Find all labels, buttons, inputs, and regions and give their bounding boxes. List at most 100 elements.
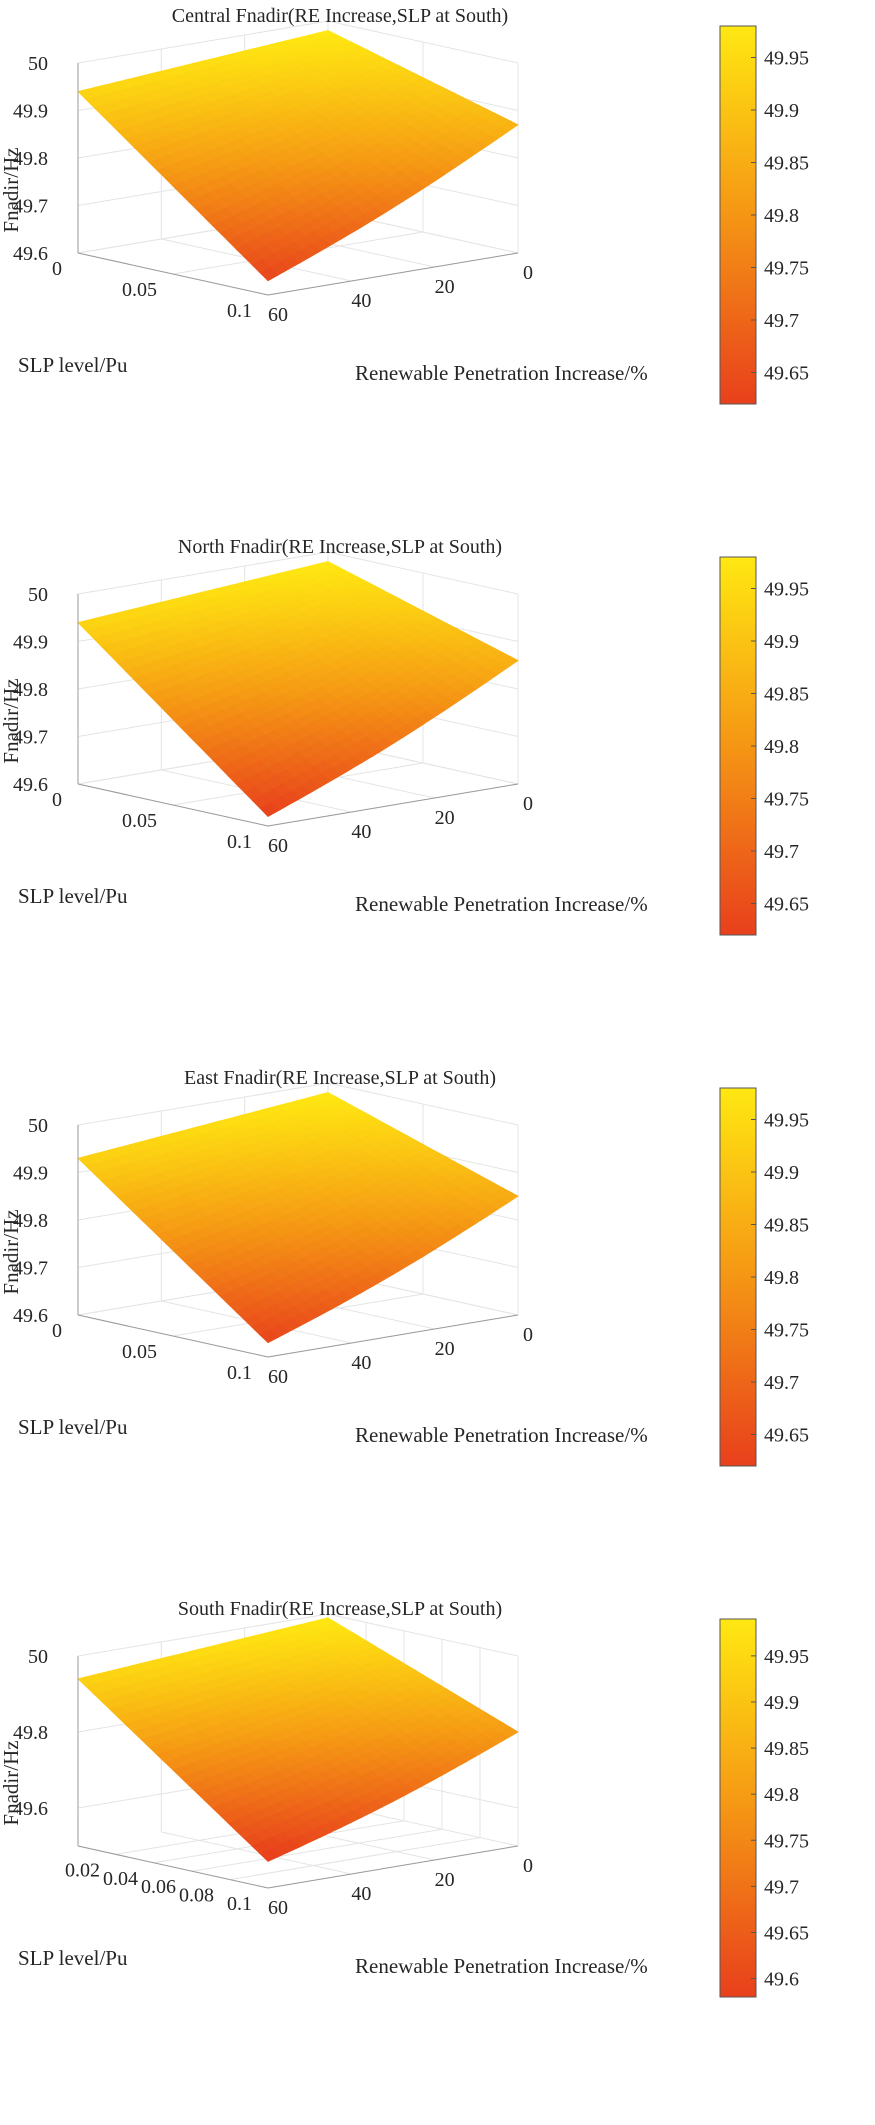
y-tick-label: 0.02 <box>65 1859 100 1881</box>
y-axis-label: SLP level/Pu <box>18 1415 128 1439</box>
y-tick-label: 0 <box>52 1320 62 1342</box>
grid-line <box>229 1837 481 1881</box>
x-tick-label: 20 <box>435 807 455 829</box>
colorbar-tick-label: 49.95 <box>764 579 809 601</box>
y-axis-line <box>77 1845 269 1889</box>
colorbar-frame <box>719 1618 757 1998</box>
colorbar-tick-label: 49.75 <box>764 1320 809 1342</box>
z-tick-label: 49.7 <box>13 1258 48 1280</box>
colorbar-tick-label: 49.75 <box>764 1830 809 1852</box>
x-axis-label: Renewable Penetration Increase/% <box>355 1423 648 1447</box>
x-axis-line <box>267 1314 519 1358</box>
colorbar-tick-label: 49.95 <box>764 1646 809 1668</box>
colorbar-tick-label: 49.9 <box>764 1162 799 1184</box>
x-tick-label: 0 <box>523 1855 533 1877</box>
x-tick-label: 40 <box>351 821 371 843</box>
x-tick-label: 0 <box>523 1324 533 1346</box>
z-tick-label: 49.6 <box>13 243 48 265</box>
axes: 49.6 49.7 49.8 49.9 50 0 0.05 0.1 0 20 40 60 <box>13 53 533 326</box>
colorbar-tick-label: 49.85 <box>764 153 809 175</box>
z-tick-label: 49.8 <box>13 148 48 170</box>
grid-line <box>161 1831 352 1875</box>
x-axis-line <box>267 252 519 296</box>
axes: 49.6 49.7 49.8 49.9 50 0 0.05 0.1 0 20 40 60 <box>13 1115 533 1388</box>
y-axis-label: SLP level/Pu <box>18 1946 128 1970</box>
z-tick-label: 49.9 <box>13 101 48 123</box>
surface <box>77 30 519 282</box>
colorbar-tick-label: 49.75 <box>764 258 809 280</box>
chart-panel-south: 49.6 49.8 50 0.02 0.04 0.06 0.08 0.1 0 20 40 60 Sout… <box>0 1593 875 2124</box>
chart-title: East Fnadir(RE Increase,SLP at South) <box>184 1067 496 1089</box>
z-tick-label: 49.6 <box>13 774 48 796</box>
surface-patch <box>259 802 280 817</box>
y-tick-label: 0.06 <box>141 1876 176 1898</box>
z-tick-label: 49.8 <box>13 679 48 701</box>
colorbar-fill <box>720 557 756 935</box>
y-tick-label: 0 <box>52 258 62 280</box>
z-axis-label: Fnadir/Hz <box>0 147 23 232</box>
chart-title: Central Fnadir(RE Increase,SLP at South) <box>172 5 508 27</box>
z-tick-label: 49.8 <box>13 1722 48 1744</box>
x-axis-line <box>267 1845 519 1889</box>
z-tick-label: 49.6 <box>13 1798 48 1820</box>
grid-line <box>77 1613 329 1657</box>
z-axis-label: Fnadir/Hz <box>0 1740 23 1825</box>
z-tick-label: 49.9 <box>13 632 48 654</box>
y-axis-line <box>77 783 269 827</box>
x-tick-label: 20 <box>435 1338 455 1360</box>
x-axis-label: Renewable Penetration Increase/% <box>355 892 648 916</box>
colorbar-tick-label: 49.65 <box>764 894 809 916</box>
chart-svg: 49.6 49.8 50 0.02 0.04 0.06 0.08 0.1 0 20 40 60 Sout… <box>0 1598 809 1998</box>
z-tick-label: 49.7 <box>13 196 48 218</box>
y-tick-label: 0.05 <box>122 1341 157 1363</box>
y-axis-label: SLP level/Pu <box>18 353 128 377</box>
surface-patch <box>259 1848 280 1862</box>
x-tick-label: 0 <box>523 793 533 815</box>
surface <box>77 1092 519 1344</box>
colorbar-tick-label: 49.7 <box>764 1372 799 1394</box>
colorbar-fill <box>720 1088 756 1466</box>
x-tick-label: 40 <box>351 1352 371 1374</box>
y-axis-label: SLP level/Pu <box>18 884 128 908</box>
axes: 49.6 49.7 49.8 49.9 50 0 0.05 0.1 0 20 40 60 <box>13 584 533 857</box>
colorbar-fill <box>720 1619 756 1997</box>
colorbar-tick-label: 49.85 <box>764 1738 809 1760</box>
z-tick-label: 49.9 <box>13 1163 48 1185</box>
colorbar-tick-label: 49.85 <box>764 684 809 706</box>
chart-svg: 49.6 49.7 49.8 49.9 50 0 0.05 0.1 0 20 40 60 East Fn… <box>0 1067 809 1467</box>
axes: 49.6 49.8 50 0.02 0.04 0.06 0.08 0.1 0 20 40 60 <box>13 1646 533 1919</box>
grid-line <box>77 551 329 595</box>
z-tick-label: 49.8 <box>13 1210 48 1232</box>
colorbar-tick-label: 49.9 <box>764 100 799 122</box>
x-axis-label: Renewable Penetration Increase/% <box>355 1954 648 1978</box>
colorbar-tick-label: 49.85 <box>764 1215 809 1237</box>
x-tick-label: 60 <box>268 1366 288 1388</box>
z-tick-label: 49.6 <box>13 1305 48 1327</box>
grid-line <box>191 1828 443 1872</box>
colorbar-tick-label: 49.8 <box>764 736 799 758</box>
z-axis-label: Fnadir/Hz <box>0 678 23 763</box>
chart-panel-central: 49.6 49.7 49.8 49.9 50 0 0.05 0.1 0 20 40 60 Central… <box>0 0 875 531</box>
x-tick-label: 20 <box>435 1869 455 1891</box>
z-tick-label: 50 <box>28 1646 48 1668</box>
y-tick-label: 0 <box>52 789 62 811</box>
chart-panel-north: 49.6 49.7 49.8 49.9 50 0 0.05 0.1 0 20 40 60 North F… <box>0 531 875 1062</box>
colorbar-tick-label: 49.6 <box>764 1969 799 1991</box>
colorbar-tick-label: 49.7 <box>764 310 799 332</box>
x-tick-label: 40 <box>351 290 371 312</box>
colorbar-tick-label: 49.7 <box>764 841 799 863</box>
x-axis-label: Renewable Penetration Increase/% <box>355 361 648 385</box>
z-tick-label: 49.7 <box>13 727 48 749</box>
z-tick-label: 50 <box>28 584 48 606</box>
colorbar-tick-label: 49.75 <box>764 789 809 811</box>
y-tick-label: 0.1 <box>227 300 252 322</box>
y-tick-label: 0.05 <box>122 279 157 301</box>
x-axis-line <box>267 783 519 827</box>
colorbar-tick-label: 49.7 <box>764 1876 799 1898</box>
y-axis-line <box>77 252 269 296</box>
grid-line <box>327 1613 519 1657</box>
colorbar-tick-label: 49.65 <box>764 363 809 385</box>
y-tick-label: 0.1 <box>227 1893 252 1915</box>
colorbar: 49.65 49.7 49.75 49.8 49.85 49.9 49.95 <box>719 1087 809 1467</box>
surface <box>77 1617 519 1862</box>
